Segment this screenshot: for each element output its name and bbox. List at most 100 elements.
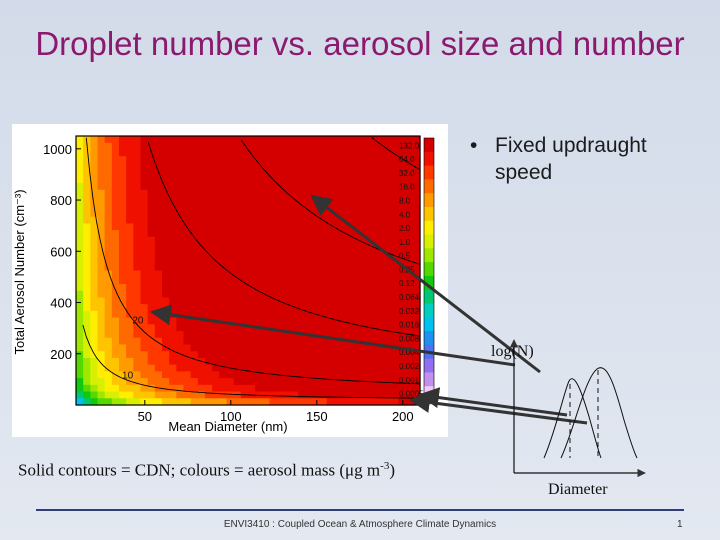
heat-cell [384, 270, 392, 278]
heat-cell [291, 169, 299, 177]
heat-cell [90, 371, 99, 379]
heat-cell [305, 297, 314, 305]
heat-cell [369, 277, 378, 285]
heat-cell [326, 263, 335, 272]
heat-cell [269, 384, 278, 393]
heat-cell [291, 283, 299, 292]
heat-cell [369, 209, 378, 218]
heat-cell [377, 149, 385, 157]
heat-cell [111, 384, 120, 393]
heat-cell [190, 236, 199, 245]
heat-cell [362, 283, 371, 292]
heat-cell [291, 344, 299, 352]
heat-cell [377, 371, 385, 379]
heat-cell [219, 169, 228, 177]
colorbar-swatch [424, 193, 434, 208]
heat-cell [126, 162, 134, 171]
heat-cell [319, 317, 328, 325]
heat-cell [326, 391, 335, 399]
heat-cell [384, 176, 392, 184]
heat-cell [334, 236, 342, 245]
heat-cell [269, 351, 278, 359]
colorbar-swatch [424, 303, 434, 318]
heat-cell [341, 270, 349, 278]
heat-cell [104, 398, 113, 406]
cdn-contours [82, 137, 421, 399]
heat-cell [412, 169, 421, 177]
heat-cell [255, 196, 263, 204]
heat-cell [162, 290, 170, 298]
heat-cell [312, 169, 321, 177]
cdn-contour [85, 137, 421, 385]
heat-cell [362, 270, 371, 278]
heat-cell [412, 297, 421, 305]
heat-cell [248, 398, 256, 406]
heat-cell [341, 398, 349, 406]
heat-cell [248, 149, 256, 157]
heat-cell [269, 331, 278, 339]
heat-cell [226, 378, 235, 386]
heat-cell [190, 324, 199, 332]
heat-cell [291, 263, 299, 272]
heat-cell [240, 371, 249, 379]
heat-cell [269, 364, 278, 372]
heat-cell [190, 243, 199, 251]
heat-cell [248, 364, 256, 372]
heat-cell [190, 183, 199, 191]
heat-cell [412, 378, 421, 386]
heat-cell [169, 189, 177, 198]
heat-cell [298, 283, 306, 292]
heat-cell [269, 162, 278, 171]
heat-cell [312, 283, 321, 292]
heat-cell [240, 203, 249, 211]
caption-prefix: Solid contours = CDN; colours = aerosol … [18, 460, 346, 480]
heat-cell [76, 142, 84, 151]
heat-cell [369, 136, 378, 144]
heat-cell [312, 270, 321, 278]
heat-cell [176, 324, 185, 332]
heat-cell [240, 142, 249, 151]
heat-cell [240, 290, 249, 298]
heat-cell [104, 391, 113, 399]
heat-cell [305, 357, 314, 366]
heat-cell [391, 391, 400, 399]
heat-cell [262, 136, 271, 144]
heat-cell [119, 136, 127, 144]
heat-cell [384, 196, 392, 204]
heat-cell [90, 357, 99, 366]
heat-cell [212, 236, 220, 245]
heat-cell [76, 236, 84, 245]
heat-cell [183, 257, 192, 265]
heat-cell [240, 351, 249, 359]
heat-cell [140, 236, 149, 245]
heat-cell [312, 297, 321, 305]
heat-cell [104, 136, 113, 144]
heat-cell [255, 189, 263, 198]
heat-cell [305, 391, 314, 399]
heat-cell [255, 162, 263, 171]
heat-cell [362, 364, 371, 372]
heat-cell [298, 169, 306, 177]
heat-cell [190, 364, 199, 372]
heat-cell [298, 364, 306, 372]
heat-cell [362, 324, 371, 332]
heat-cell [147, 351, 156, 359]
heat-cell [398, 290, 407, 298]
heat-cell [97, 230, 106, 238]
heat-cell [169, 344, 177, 352]
heat-cell [169, 169, 177, 177]
heat-cell [283, 162, 292, 171]
heat-cell [262, 236, 271, 245]
heat-cell [97, 310, 106, 319]
heat-cell [183, 236, 192, 245]
heat-cell [276, 378, 285, 386]
heat-cell [90, 317, 99, 325]
heat-cell [348, 344, 357, 352]
heat-cell [276, 162, 285, 171]
heat-cell [405, 364, 414, 372]
heat-cell [76, 169, 84, 177]
heat-cell [111, 317, 120, 325]
heat-cell [298, 196, 306, 204]
heat-cell [348, 230, 357, 238]
heat-cell [377, 357, 385, 366]
